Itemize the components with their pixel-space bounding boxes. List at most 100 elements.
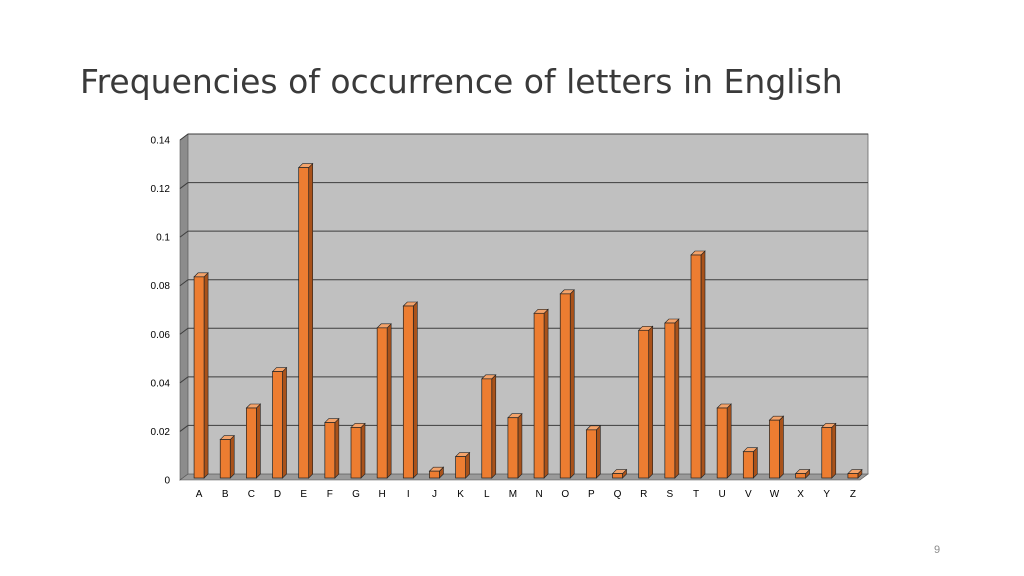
gridline-side	[179, 230, 189, 238]
bar-front	[716, 407, 728, 479]
bar-side	[831, 422, 837, 479]
bar-B	[219, 434, 235, 479]
bar-D	[271, 366, 288, 479]
x-tick-label: Y	[823, 489, 830, 500]
x-tick-label: X	[797, 489, 804, 500]
bar-side	[203, 272, 209, 479]
bar-U	[716, 403, 732, 479]
x-tick-label: P	[588, 489, 595, 500]
bar-front	[298, 167, 310, 479]
plot-back-wall	[187, 133, 869, 475]
bar-Q	[611, 468, 628, 479]
bar-side	[386, 323, 392, 479]
x-tick-label: J	[432, 489, 437, 500]
bar-T	[690, 250, 706, 479]
x-tick-label: Z	[850, 489, 856, 500]
slide-title: Frequencies of occurrence of letters in …	[80, 62, 843, 101]
x-tick-label: N	[535, 489, 542, 500]
x-tick-label: A	[196, 489, 203, 500]
gridline-side	[179, 425, 189, 432]
bar-front	[742, 451, 754, 479]
y-tick-label: 0.08	[151, 281, 171, 292]
bar-front	[376, 327, 388, 479]
bar-X	[794, 468, 811, 479]
bar-O	[559, 289, 575, 479]
x-tick-label: W	[770, 489, 780, 500]
x-tick-label: E	[300, 489, 307, 500]
bar-front	[219, 439, 231, 479]
x-tick-label: D	[274, 489, 281, 500]
bar-A	[193, 272, 209, 479]
bar-side	[648, 325, 653, 479]
bar-front	[481, 378, 493, 479]
bar-Y	[821, 422, 837, 479]
bar-front	[324, 422, 336, 479]
x-tick-label: M	[509, 489, 517, 500]
x-tick-label: B	[222, 489, 229, 500]
bar-V	[742, 446, 759, 479]
bar-front	[586, 429, 597, 479]
bar-front	[821, 427, 833, 479]
y-tick-label: 0.02	[151, 427, 171, 438]
bar-N	[533, 308, 549, 479]
bar-front	[847, 473, 859, 479]
bar-E	[297, 162, 314, 479]
x-tick-label: O	[561, 489, 569, 500]
y-tick-label: 0.1	[156, 233, 170, 244]
bar-side	[700, 250, 706, 479]
x-tick-label: T	[693, 489, 699, 500]
x-tick-label: U	[719, 489, 726, 500]
bar-side	[779, 415, 784, 479]
bar-K	[454, 451, 471, 479]
bar-side	[229, 434, 235, 479]
bar-front	[429, 470, 440, 479]
bar-front	[795, 473, 806, 479]
bar-C	[245, 403, 262, 479]
bar-front	[638, 329, 650, 479]
y-axis-ticks: 0 0.02 0.04 0.06 0.08 0.1 0.12 0.14	[151, 136, 171, 487]
bar-G	[350, 422, 366, 479]
bar-Z	[847, 468, 863, 479]
bar-front	[350, 427, 362, 479]
x-tick-label: G	[352, 489, 360, 500]
bar-side	[308, 162, 313, 479]
page-number: 9	[934, 544, 941, 556]
x-tick-label: C	[248, 489, 255, 500]
bar-side	[413, 301, 418, 479]
bar-front	[246, 407, 257, 479]
gridline-side	[179, 376, 189, 384]
bar-side	[491, 374, 497, 479]
bar-front	[612, 473, 623, 479]
x-tick-label: K	[457, 489, 464, 500]
x-tick-label: I	[407, 489, 410, 500]
bar-front	[272, 371, 283, 479]
bar-S	[664, 318, 680, 479]
bar-front	[559, 293, 571, 479]
bar-R	[637, 325, 654, 479]
bar-F	[324, 417, 340, 479]
bar-front	[690, 254, 702, 479]
bar-I	[402, 301, 419, 479]
gridline-side	[179, 327, 189, 335]
bar-front	[402, 305, 414, 479]
x-tick-label: R	[640, 489, 647, 500]
x-tick-label: L	[484, 489, 490, 500]
bar-front	[193, 276, 205, 479]
bar-side	[674, 318, 680, 479]
y-tick-label: 0.14	[151, 136, 171, 147]
bar-side	[596, 425, 601, 479]
x-tick-label: V	[745, 489, 752, 500]
bar-M	[507, 412, 523, 479]
bar-side	[517, 412, 523, 479]
bar-front	[769, 419, 780, 479]
bar-side	[360, 422, 366, 479]
bar-H	[376, 323, 392, 479]
bar-J	[428, 466, 445, 479]
bar-side	[282, 366, 287, 479]
y-tick-label: 0.04	[151, 378, 171, 389]
bar-side	[543, 308, 549, 479]
bar-front	[507, 417, 519, 479]
bar-L	[481, 374, 497, 479]
gridline-side	[179, 182, 189, 189]
